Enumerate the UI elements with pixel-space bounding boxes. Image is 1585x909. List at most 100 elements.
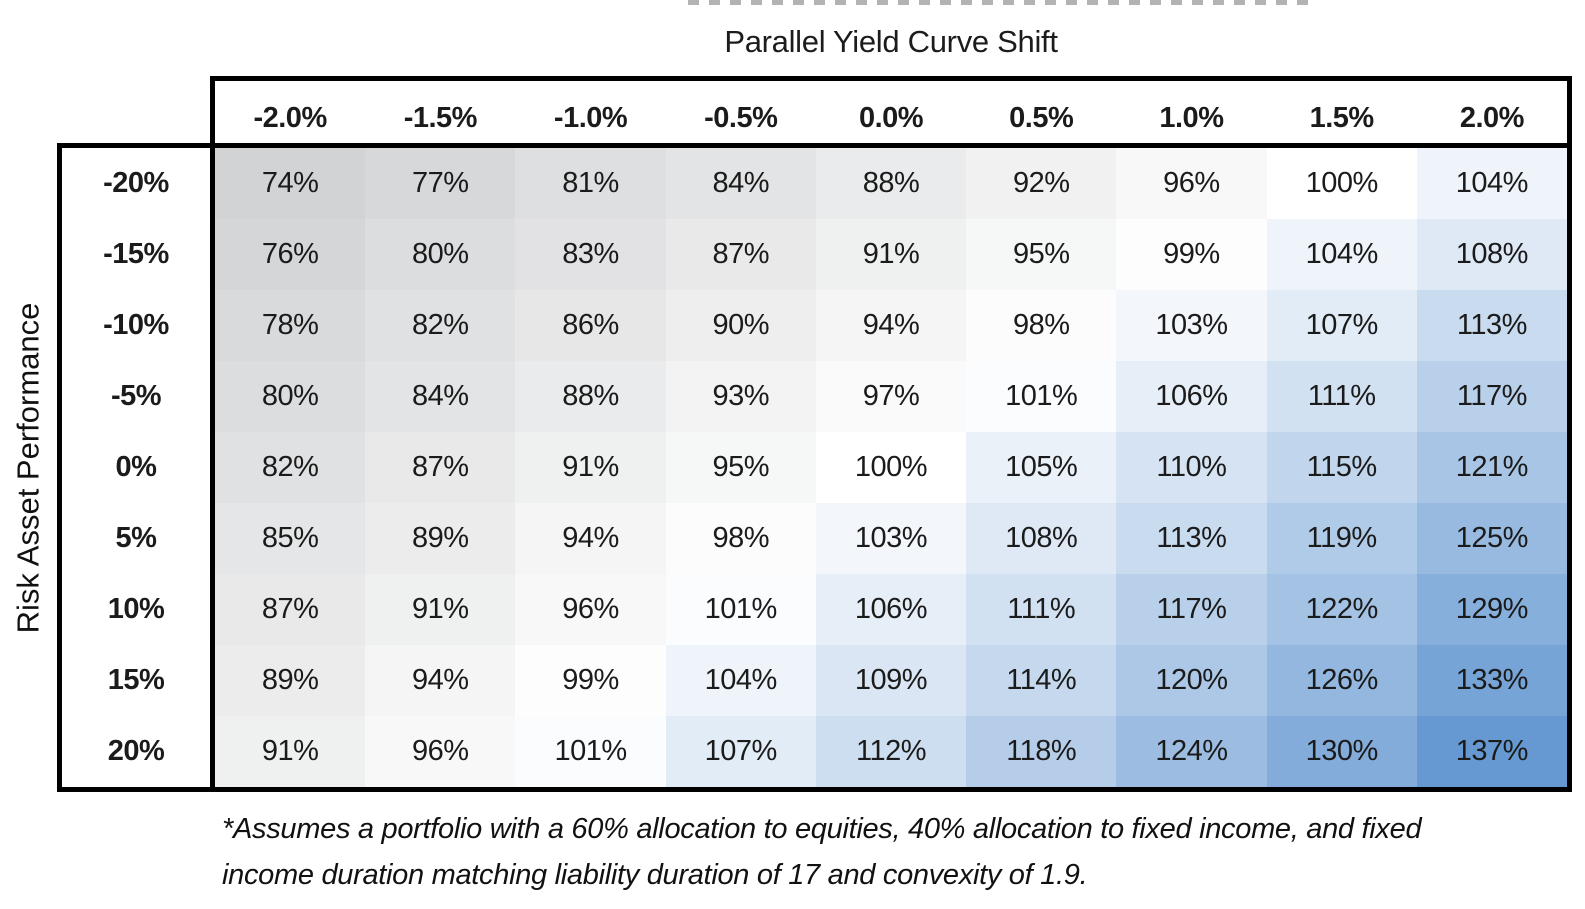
heatmap-cell: 83% <box>515 219 666 290</box>
column-header: 1.0% <box>1159 102 1224 134</box>
heatmap-cell: 91% <box>515 432 666 503</box>
heatmap-cell: 111% <box>966 574 1117 645</box>
heatmap-cell: 100% <box>815 432 967 503</box>
heatmap-cell: 104% <box>665 645 816 716</box>
heatmap-cell: 113% <box>1416 290 1567 361</box>
footnote-line-2: income duration matching liability durat… <box>222 859 1088 891</box>
row-header: -15% <box>103 238 169 270</box>
column-header: -1.5% <box>403 102 478 134</box>
row-header: -5% <box>110 380 162 412</box>
heatmap-cell: 108% <box>1416 219 1567 290</box>
heatmap-cell: 115% <box>1266 432 1417 503</box>
heatmap-cell: 88% <box>515 361 666 432</box>
clipped-title-fragment <box>688 0 1316 5</box>
heatmap-cell: 93% <box>665 361 816 432</box>
heatmap-cell: 108% <box>966 503 1117 574</box>
heatmap-cell: 90% <box>665 290 816 361</box>
heatmap-cell: 133% <box>1416 645 1567 716</box>
row-header: 0% <box>115 451 157 483</box>
heatmap-cell: 91% <box>365 574 516 645</box>
heatmap-cell: 82% <box>215 432 366 503</box>
heatmap-cell: 107% <box>1266 290 1417 361</box>
column-header: 0.0% <box>858 102 924 134</box>
heatmap-cell: 120% <box>1116 645 1267 716</box>
heatmap-cell: 81% <box>515 148 666 219</box>
heatmap-cell: 84% <box>665 148 816 219</box>
heatmap-cell: 77% <box>365 148 516 219</box>
heatmap-cell: 118% <box>966 716 1117 787</box>
row-header: 10% <box>107 593 165 625</box>
column-header-row: -2.0% -1.5% -1.0% -0.5% 0.0% 0.5% 1.0% 1.5% 2.0% <box>210 76 1572 148</box>
heatmap-cell: 88% <box>815 148 967 219</box>
heatmap-cell: 105% <box>966 432 1117 503</box>
heatmap-cell: 96% <box>1116 148 1267 219</box>
column-header: -2.0% <box>253 102 327 134</box>
heatmap-cell: 89% <box>365 503 516 574</box>
heatmap-cell: 94% <box>515 503 666 574</box>
heatmap-cell: 97% <box>815 361 967 432</box>
heatmap-cell: 91% <box>815 219 967 290</box>
heatmap-cell: 89% <box>215 645 366 716</box>
heatmap-cell: 104% <box>1266 219 1417 290</box>
heatmap-cell: 117% <box>1116 574 1267 645</box>
heatmap-cell: 95% <box>966 219 1117 290</box>
heatmap-cell: 84% <box>365 361 516 432</box>
heatmap-cell: 112% <box>815 716 967 787</box>
heatmap-cell: 114% <box>966 645 1117 716</box>
column-header: 0.5% <box>1009 102 1074 134</box>
heatmap-cell: 100% <box>1266 148 1417 219</box>
heatmap-cell: 107% <box>665 716 816 787</box>
row-header: 5% <box>115 522 157 554</box>
heatmap-cell: 82% <box>365 290 516 361</box>
footnote: *Assumes a portfolio with a 60% allocati… <box>222 806 1582 898</box>
heatmap-cell: 101% <box>665 574 816 645</box>
heatmap-cell: 130% <box>1266 716 1417 787</box>
heatmap-cell: 99% <box>1116 219 1267 290</box>
heatmap-cell: 96% <box>365 716 516 787</box>
footnote-line-1: *Assumes a portfolio with a 60% allocati… <box>222 813 1422 845</box>
heatmap-cell: 94% <box>815 290 967 361</box>
heatmap-cell: 96% <box>515 574 666 645</box>
heatmap-cell: 78% <box>215 290 366 361</box>
heatmap-cell: 87% <box>365 432 516 503</box>
heatmap-cell: 113% <box>1116 503 1267 574</box>
heatmap-cell: 110% <box>1116 432 1267 503</box>
row-header: 15% <box>107 664 165 696</box>
heatmap-cell: 122% <box>1266 574 1417 645</box>
heatmap-cell: 103% <box>1116 290 1267 361</box>
row-axis-title: Risk Asset Performance <box>10 302 46 633</box>
heatmap-cell: 76% <box>215 219 366 290</box>
heatmap-cell: 129% <box>1416 574 1567 645</box>
heatmap-cell: 119% <box>1266 503 1417 574</box>
column-axis-title: Parallel Yield Curve Shift <box>724 24 1058 59</box>
heatmap-cell: 106% <box>815 574 967 645</box>
row-header: 20% <box>107 735 165 767</box>
heatmap-cell: 137% <box>1416 716 1567 787</box>
heatmap-grid: 74% 77% 81% 84% 88% 92% 96% 100% 104% 76% 80% 83% 87… <box>210 143 1572 792</box>
heatmap-cell: 99% <box>515 645 666 716</box>
heatmap-cell: 121% <box>1416 432 1567 503</box>
row-axis-title-wrap: Risk Asset Performance <box>0 143 57 792</box>
row-header-column: -20% -15% -10% -5% 0% 5% 10% 15% 20% <box>57 143 215 792</box>
heatmap-cell: 85% <box>215 503 366 574</box>
heatmap-cell: 104% <box>1416 148 1567 219</box>
heatmap-cell: 98% <box>665 503 816 574</box>
heatmap-cell: 80% <box>215 361 366 432</box>
heatmap-cell: 95% <box>665 432 816 503</box>
heatmap-cell: 117% <box>1416 361 1567 432</box>
column-header: -1.0% <box>553 102 628 134</box>
column-header: -0.5% <box>704 102 778 134</box>
heatmap-cell: 101% <box>966 361 1117 432</box>
heatmap-cell: 101% <box>515 716 666 787</box>
heatmap-cell: 92% <box>966 148 1117 219</box>
row-header: -20% <box>103 167 169 199</box>
heatmap-cell: 125% <box>1416 503 1567 574</box>
heatmap-cell: 109% <box>815 645 967 716</box>
column-header: 2.0% <box>1459 102 1525 134</box>
heatmap-cell: 94% <box>365 645 516 716</box>
heatmap-cell: 124% <box>1116 716 1267 787</box>
heatmap-cell: 106% <box>1116 361 1267 432</box>
heatmap-cell: 87% <box>215 574 366 645</box>
heatmap-cell: 91% <box>215 716 366 787</box>
